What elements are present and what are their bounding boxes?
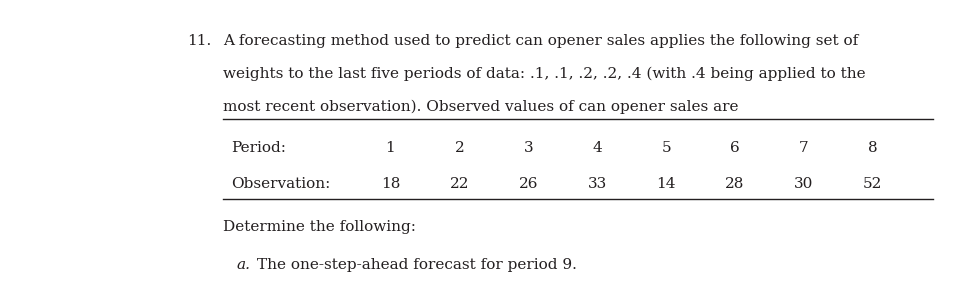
Text: 4: 4 bbox=[592, 141, 602, 154]
Text: 22: 22 bbox=[450, 178, 469, 191]
Text: weights to the last five periods of data: .1, .1, .2, .2, .4 (with .4 being appl: weights to the last five periods of data… bbox=[223, 67, 865, 81]
Text: a.: a. bbox=[236, 258, 251, 272]
Text: Determine the following:: Determine the following: bbox=[223, 220, 416, 234]
Text: 28: 28 bbox=[725, 178, 745, 191]
Text: 1: 1 bbox=[386, 141, 395, 154]
Text: 3: 3 bbox=[523, 141, 533, 154]
Text: 8: 8 bbox=[868, 141, 878, 154]
Text: 30: 30 bbox=[794, 178, 813, 191]
Text: A forecasting method used to predict can opener sales applies the following set : A forecasting method used to predict can… bbox=[223, 34, 858, 48]
Text: 26: 26 bbox=[519, 178, 538, 191]
Text: 7: 7 bbox=[799, 141, 809, 154]
Text: 14: 14 bbox=[657, 178, 676, 191]
Text: The one-step-ahead forecast for period 9.: The one-step-ahead forecast for period 9… bbox=[257, 258, 577, 272]
Text: 2: 2 bbox=[455, 141, 464, 154]
Text: most recent observation). Observed values of can opener sales are: most recent observation). Observed value… bbox=[223, 99, 739, 114]
Text: 18: 18 bbox=[381, 178, 400, 191]
Text: 33: 33 bbox=[588, 178, 607, 191]
Text: 6: 6 bbox=[730, 141, 740, 154]
Text: Period:: Period: bbox=[232, 141, 286, 154]
Text: 52: 52 bbox=[863, 178, 882, 191]
Text: 5: 5 bbox=[661, 141, 671, 154]
Text: 11.: 11. bbox=[188, 34, 211, 48]
Text: Observation:: Observation: bbox=[232, 178, 331, 191]
